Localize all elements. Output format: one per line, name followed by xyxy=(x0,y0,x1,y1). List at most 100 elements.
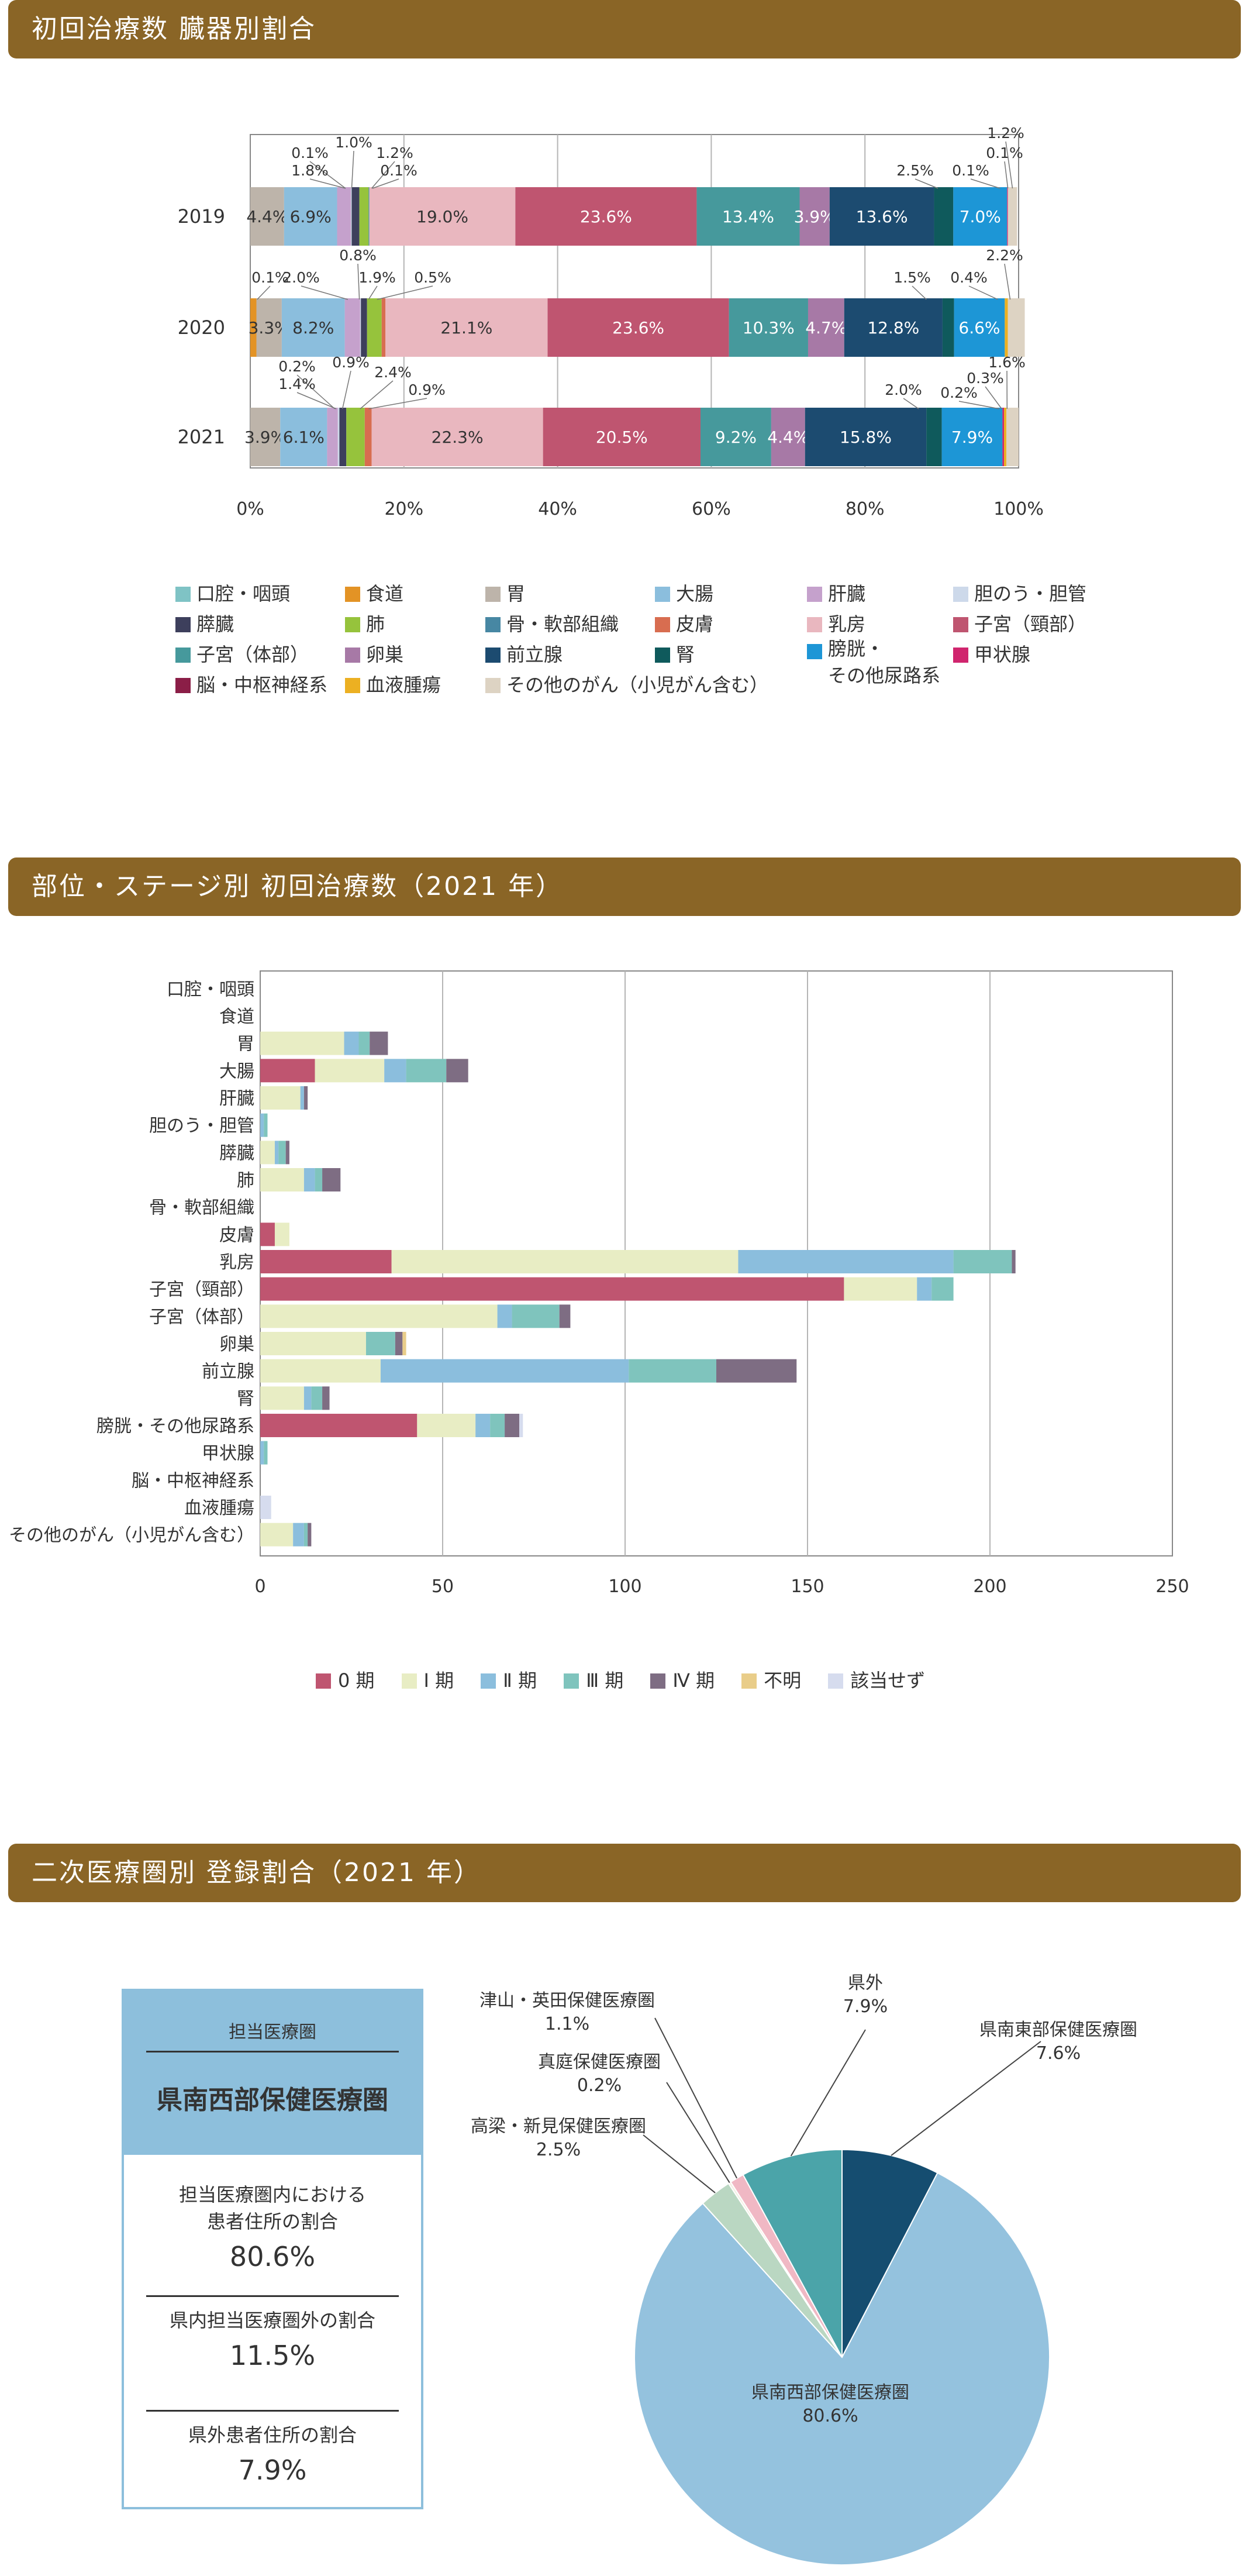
slice-value-label: 1.1% xyxy=(545,2014,589,2034)
bar-segment xyxy=(738,1250,954,1273)
bar-segment xyxy=(260,1222,275,1246)
stage-legend: 0 期 Ⅰ 期 Ⅱ 期 Ⅲ 期 Ⅳ 期 不明 該当せず xyxy=(316,1666,952,1693)
bar-segment xyxy=(260,1059,315,1083)
legend-swatch xyxy=(485,678,501,693)
data-label: 6.6% xyxy=(958,318,1000,338)
leader-line xyxy=(309,161,346,189)
legend-item: 骨・軟部組織 xyxy=(485,609,619,636)
legend-swatch xyxy=(345,648,360,663)
data-label: 3.9% xyxy=(244,428,286,447)
divider xyxy=(146,2410,399,2412)
bar-segment xyxy=(844,298,943,357)
x-tick-label: 100 xyxy=(608,1576,641,1597)
category-label: 骨・軟部組織 xyxy=(149,1198,254,1218)
legend-swatch xyxy=(345,678,360,693)
bar-segment xyxy=(391,1250,739,1273)
legend-swatch xyxy=(485,648,501,663)
outside-data-label: 0.1% xyxy=(952,162,989,179)
bar-segment xyxy=(344,1031,359,1055)
bar-segment xyxy=(278,1141,286,1165)
bar-segment xyxy=(365,1332,395,1355)
bar-segment xyxy=(805,408,927,466)
legend-swatch xyxy=(953,617,968,632)
legend-swatch xyxy=(953,648,968,663)
category-label: 2020 xyxy=(178,316,225,339)
outside-data-label: 0.4% xyxy=(950,269,988,286)
bar-segment xyxy=(260,1304,498,1328)
bar-segment xyxy=(311,1386,323,1410)
legend-label: 胃 xyxy=(506,583,526,605)
bar-segment xyxy=(771,408,805,466)
outside-data-label: 2.2% xyxy=(986,247,1023,264)
data-label: 4.4% xyxy=(246,207,288,226)
x-tick-label: 200 xyxy=(973,1576,1006,1597)
slice-value-label: 2.5% xyxy=(536,2140,581,2160)
bar-segment xyxy=(371,408,543,466)
legend-label: Ⅲ 期 xyxy=(586,1669,624,1692)
outside-data-label: 1.0% xyxy=(335,134,372,151)
area-info-card: 担当医療圏 県南西部保健医療圏 担当医療圏内における 患者住所の割合 80.6%… xyxy=(122,1989,423,2509)
category-label: 胆のう・胆管 xyxy=(149,1116,254,1137)
bar-segment xyxy=(284,187,337,246)
legend-swatch xyxy=(655,648,670,663)
stat-value: 11.5% xyxy=(229,2340,316,2371)
outside-data-label: 0.1% xyxy=(251,269,289,286)
x-tick-label: 40% xyxy=(538,499,577,519)
bar-segment xyxy=(250,408,281,466)
bar-segment xyxy=(337,408,340,466)
category-label: 前立腺 xyxy=(202,1362,254,1382)
legend-item: 乳房 xyxy=(807,609,865,636)
card-header-label: 担当医療圏 xyxy=(229,2022,316,2043)
outside-data-label: 0.8% xyxy=(339,247,377,264)
divider xyxy=(146,2295,399,2297)
bar-segment xyxy=(799,187,830,246)
leader-line xyxy=(368,398,427,409)
leader-line xyxy=(301,285,349,300)
bar-segment xyxy=(368,187,370,246)
bar-segment xyxy=(351,187,360,246)
bar-segment xyxy=(260,1086,301,1110)
category-label: 子宮（体部） xyxy=(149,1307,254,1327)
legend-item: 大腸 xyxy=(655,579,713,606)
stat-out-of-pref-ratio: 県外患者住所の割合 7.9% xyxy=(124,2422,421,2486)
bar-segment xyxy=(260,1359,381,1383)
outside-data-label: 2.4% xyxy=(374,364,412,381)
outside-data-label: 2.0% xyxy=(885,381,922,398)
data-label: 20.5% xyxy=(596,428,648,447)
data-label: 19.0% xyxy=(416,207,468,226)
bar-segment xyxy=(381,298,386,357)
category-label: 2021 xyxy=(178,426,225,448)
bar-segment xyxy=(1002,408,1005,466)
category-label: 大腸 xyxy=(219,1061,254,1082)
x-tick-label: 250 xyxy=(1155,1576,1189,1597)
bar-segment xyxy=(315,1168,323,1191)
bar-segment xyxy=(303,1386,312,1410)
legend-swatch xyxy=(650,1673,666,1689)
legend-swatch xyxy=(807,587,822,602)
legend-item: 血液腫瘍 xyxy=(345,670,441,697)
category-label: 食道 xyxy=(219,1007,254,1027)
card-header-name: 県南西部保健医療圏 xyxy=(157,2085,388,2115)
bar-segment xyxy=(303,1168,315,1191)
legend-label: 前立腺 xyxy=(506,643,563,666)
legend-label: 皮膚 xyxy=(676,613,714,635)
outside-data-label: 0.9% xyxy=(408,381,446,398)
leader-line xyxy=(654,2017,737,2179)
stat-outside-ratio: 県内担当医療圏外の割合 11.5% xyxy=(124,2307,421,2371)
bar-segment xyxy=(475,1414,491,1437)
slice-name-label: 県南東部保健医療圏 xyxy=(979,2020,1137,2040)
legend-swatch xyxy=(316,1673,331,1689)
bar-segment xyxy=(696,187,800,246)
legend-swatch xyxy=(655,617,670,632)
data-label: 15.8% xyxy=(840,428,892,447)
slice-name-label: 真庭保健医療圏 xyxy=(538,2052,661,2072)
section-title: 二次医療圏別 登録割合（2021 年） xyxy=(32,1858,481,1888)
bar-segment xyxy=(505,1414,520,1437)
bar-segment xyxy=(512,1304,560,1328)
bar-segment xyxy=(519,1414,523,1437)
legend-item: Ⅳ 期 xyxy=(650,1666,715,1693)
legend-label: 0 期 xyxy=(338,1669,375,1692)
bar-segment xyxy=(260,1141,275,1165)
legend-swatch xyxy=(485,587,501,602)
bar-segment xyxy=(250,187,284,246)
